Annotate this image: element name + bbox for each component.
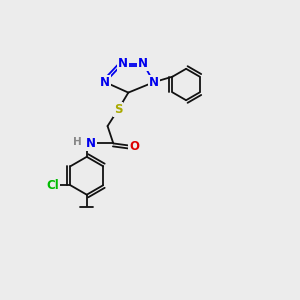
Text: N: N xyxy=(118,57,128,70)
Text: O: O xyxy=(129,140,139,153)
Text: Cl: Cl xyxy=(47,179,59,192)
Text: S: S xyxy=(114,103,122,116)
Text: N: N xyxy=(149,76,159,89)
Text: H: H xyxy=(73,137,82,147)
Text: N: N xyxy=(138,57,148,70)
Text: N: N xyxy=(100,76,110,89)
Text: N: N xyxy=(86,137,96,150)
